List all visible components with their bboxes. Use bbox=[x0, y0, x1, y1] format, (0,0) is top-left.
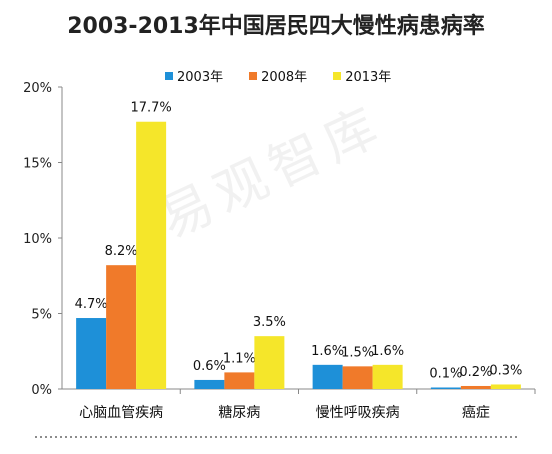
legend-label-2003: 2003年 bbox=[177, 70, 224, 85]
y-tick-label: 0% bbox=[31, 383, 52, 398]
data-label: 3.5% bbox=[253, 315, 286, 330]
bar-2-2 bbox=[372, 364, 403, 389]
data-label: 8.2% bbox=[105, 244, 138, 259]
y-tick-label: 15% bbox=[23, 157, 52, 172]
bar-0-0 bbox=[76, 318, 107, 389]
bar-0-2 bbox=[312, 364, 343, 389]
data-label: 4.7% bbox=[75, 297, 108, 312]
bar-1-2 bbox=[342, 366, 373, 389]
data-label: 1.6% bbox=[371, 344, 404, 359]
bar-0-3 bbox=[430, 387, 461, 389]
legend-swatch-2008 bbox=[249, 71, 258, 80]
x-tick-label: 糖尿病 bbox=[218, 405, 260, 421]
legend: 2003年 2008年 2013年 bbox=[165, 66, 391, 85]
bar-1-0 bbox=[106, 265, 137, 389]
legend-swatch-2013 bbox=[333, 71, 342, 80]
y-tick-label: 5% bbox=[31, 308, 52, 323]
data-label: 17.7% bbox=[130, 101, 171, 116]
x-tick-label: 慢性呼吸疾病 bbox=[316, 404, 400, 421]
data-label: 1.5% bbox=[341, 345, 374, 360]
y-tick-label: 10% bbox=[23, 232, 52, 247]
legend-item-2003: 2003年 bbox=[165, 66, 223, 85]
bar-0-1 bbox=[194, 379, 225, 389]
bar-1-3 bbox=[460, 385, 491, 389]
legend-label-2008: 2008年 bbox=[261, 70, 308, 85]
legend-swatch-2003 bbox=[165, 71, 173, 80]
bar-2-0 bbox=[136, 121, 167, 389]
chart-title: 2003-2013年中国居民四大慢性病患病率 bbox=[67, 14, 485, 39]
legend-item-2008: 2008年 bbox=[249, 66, 307, 85]
data-label: 0.2% bbox=[459, 365, 492, 380]
y-tick-label: 20% bbox=[23, 81, 52, 96]
bar-1-1 bbox=[224, 372, 255, 389]
bar-2-3 bbox=[490, 384, 521, 389]
legend-item-2013: 2013年 bbox=[333, 66, 391, 85]
legend-label-2013: 2013年 bbox=[345, 70, 392, 85]
data-label: 1.6% bbox=[311, 344, 344, 359]
data-label: 1.1% bbox=[223, 351, 256, 366]
data-label: 0.6% bbox=[193, 359, 226, 374]
bar-2-1 bbox=[254, 336, 285, 389]
x-tick-label: 心脑血管疾病 bbox=[79, 405, 163, 421]
x-tick-label: 癌症 bbox=[462, 405, 490, 421]
data-label: 0.1% bbox=[429, 366, 462, 381]
data-label: 0.3% bbox=[489, 363, 522, 378]
